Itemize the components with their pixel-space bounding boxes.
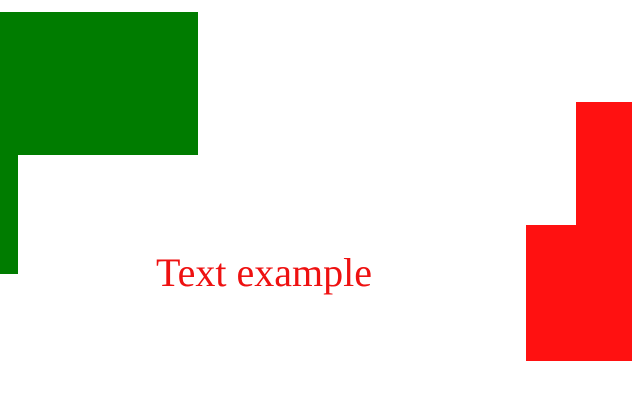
text-example-label: Text example bbox=[156, 250, 372, 295]
green-shape-stem bbox=[0, 155, 18, 274]
red-shape-lower bbox=[526, 225, 632, 361]
red-shape-upper bbox=[576, 102, 632, 225]
green-shape-top bbox=[0, 12, 198, 155]
